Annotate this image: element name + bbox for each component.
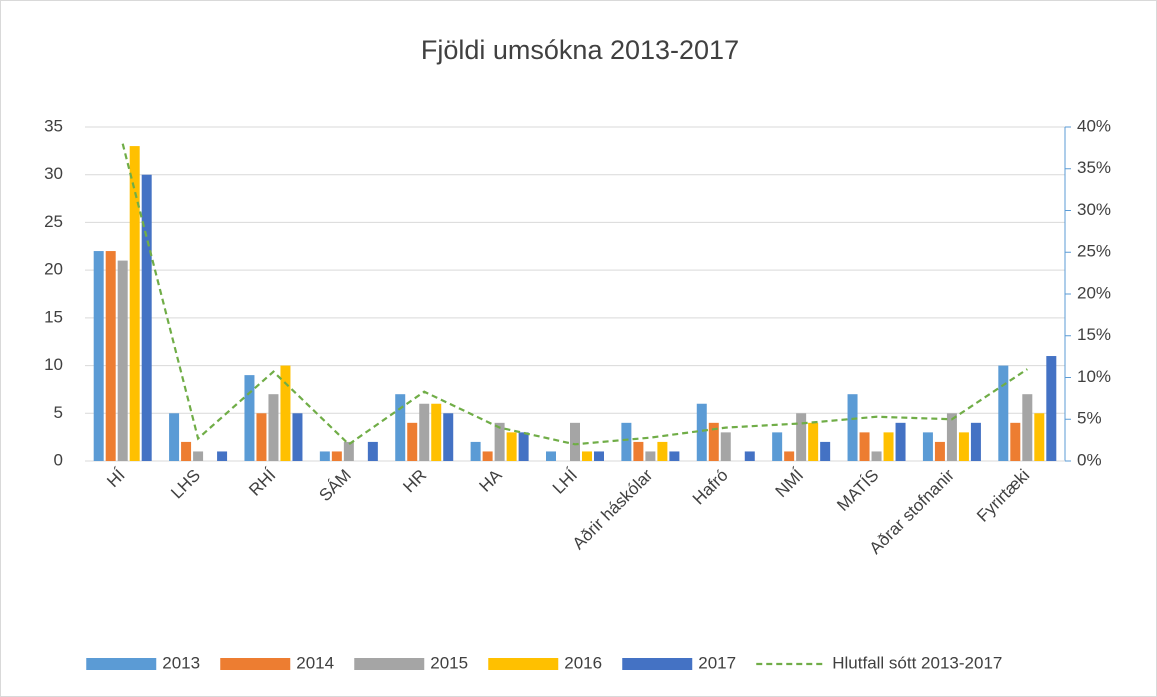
bar xyxy=(922,432,933,461)
y-tick-label: 10 xyxy=(44,355,63,374)
bar xyxy=(570,422,580,461)
y-tick-label: 25 xyxy=(44,212,63,231)
y2-tick-label: 5% xyxy=(1077,409,1102,428)
bar xyxy=(645,451,656,461)
bar xyxy=(633,441,644,461)
bar xyxy=(141,174,152,461)
bar xyxy=(331,451,342,461)
bar xyxy=(518,432,529,461)
bar xyxy=(1046,356,1057,461)
bar xyxy=(669,451,680,461)
bar xyxy=(482,451,493,461)
bar xyxy=(784,451,795,461)
bar xyxy=(808,422,819,461)
y2-tick-label: 40% xyxy=(1077,116,1111,135)
legend-swatch xyxy=(220,658,291,670)
bar xyxy=(696,403,707,461)
chart-title: Fjöldi umsókna 2013-2017 xyxy=(421,35,739,65)
bar xyxy=(871,451,882,461)
bar xyxy=(181,441,192,461)
bar xyxy=(1034,413,1045,461)
bar xyxy=(506,432,517,461)
bar xyxy=(958,432,969,461)
bar xyxy=(367,441,378,461)
bar xyxy=(268,394,279,461)
y-tick-label: 0 xyxy=(54,450,63,469)
bar xyxy=(796,413,807,461)
bar xyxy=(820,441,831,461)
bar xyxy=(129,146,140,462)
legend-label: 2013 xyxy=(162,653,200,672)
legend-swatch xyxy=(488,658,559,670)
bar xyxy=(772,432,783,461)
legend-label: 2016 xyxy=(564,653,602,672)
legend-label: Hlutfall sótt 2013-2017 xyxy=(832,653,1002,672)
bar xyxy=(343,441,354,461)
bar xyxy=(280,365,291,461)
bar xyxy=(169,413,180,461)
bar xyxy=(847,394,858,461)
y2-tick-label: 20% xyxy=(1077,283,1111,302)
y2-tick-label: 35% xyxy=(1077,158,1111,177)
bar xyxy=(946,413,957,461)
bar xyxy=(621,422,632,461)
y2-tick-label: 0% xyxy=(1077,450,1102,469)
bar xyxy=(934,441,945,461)
legend-swatch xyxy=(354,658,425,670)
bar xyxy=(407,422,418,461)
bar xyxy=(431,403,442,461)
bar xyxy=(319,451,330,461)
bar xyxy=(93,251,104,461)
y2-tick-label: 30% xyxy=(1077,200,1111,219)
bar xyxy=(117,260,128,461)
y-tick-label: 35 xyxy=(44,116,63,135)
y2-tick-label: 10% xyxy=(1077,367,1111,386)
bar xyxy=(657,441,668,461)
bar xyxy=(708,422,719,461)
bar xyxy=(105,251,116,461)
bar xyxy=(546,451,556,461)
bar xyxy=(859,432,870,461)
bar xyxy=(744,451,755,461)
bar xyxy=(256,413,267,461)
bar xyxy=(244,375,255,461)
legend-label: 2014 xyxy=(296,653,334,672)
bar xyxy=(193,451,204,461)
bar xyxy=(217,451,228,461)
y-tick-label: 15 xyxy=(44,307,63,326)
line xyxy=(121,143,1028,446)
bar xyxy=(582,451,592,461)
bar xyxy=(720,432,731,461)
bar xyxy=(470,441,481,461)
bar xyxy=(443,413,454,461)
legend-swatch xyxy=(622,658,693,670)
bar xyxy=(419,403,430,461)
bar xyxy=(895,422,906,461)
y-tick-label: 30 xyxy=(44,164,63,183)
y2-tick-label: 25% xyxy=(1077,242,1111,261)
bar xyxy=(594,451,604,461)
legend-label: 2015 xyxy=(430,653,468,672)
bar xyxy=(998,365,1009,461)
y2-tick-label: 15% xyxy=(1077,325,1111,344)
legend-label: 2017 xyxy=(698,653,736,672)
bar xyxy=(292,413,303,461)
bar xyxy=(970,422,981,461)
legend-swatch xyxy=(86,658,157,670)
bar xyxy=(494,422,505,461)
bar xyxy=(395,394,406,461)
bar xyxy=(883,432,894,461)
bar xyxy=(1010,422,1021,461)
y-tick-label: 20 xyxy=(44,260,63,279)
y-tick-label: 5 xyxy=(54,403,63,422)
bar xyxy=(1022,394,1033,461)
